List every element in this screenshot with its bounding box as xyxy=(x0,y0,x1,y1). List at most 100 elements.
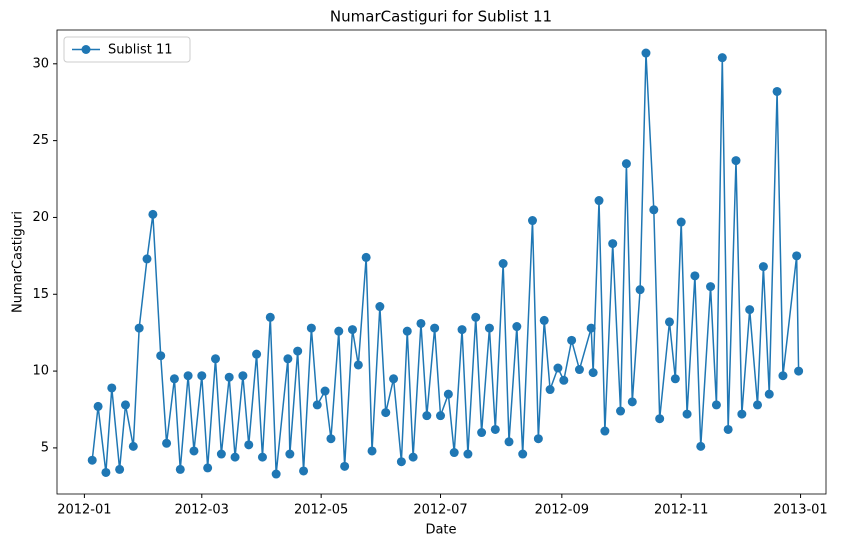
point xyxy=(676,217,686,227)
legend-label: Sublist 11 xyxy=(108,43,173,58)
y-tick-label: 10 xyxy=(32,364,49,379)
point xyxy=(436,411,446,421)
point xyxy=(183,371,193,381)
point xyxy=(162,438,172,448)
point xyxy=(148,209,158,219)
point xyxy=(512,322,522,332)
point xyxy=(518,449,528,459)
point xyxy=(527,216,537,226)
point xyxy=(600,426,610,436)
point xyxy=(306,323,316,333)
y-tick-label: 25 xyxy=(32,133,49,148)
point xyxy=(655,414,665,424)
point xyxy=(361,252,371,262)
point xyxy=(203,463,213,473)
point xyxy=(731,156,741,166)
point xyxy=(723,424,733,434)
point xyxy=(574,365,584,375)
point xyxy=(443,389,453,399)
plot-frame xyxy=(56,29,827,495)
point xyxy=(690,271,700,281)
point xyxy=(285,449,295,459)
point xyxy=(753,400,763,410)
point xyxy=(553,363,563,373)
point xyxy=(422,411,432,421)
legend-box xyxy=(63,36,191,63)
point xyxy=(682,409,692,419)
point xyxy=(142,254,152,264)
point xyxy=(490,424,500,434)
point xyxy=(402,326,412,336)
point xyxy=(381,408,391,418)
point xyxy=(87,455,97,465)
point xyxy=(128,441,138,451)
point xyxy=(367,446,377,456)
point xyxy=(533,434,543,444)
point xyxy=(326,434,336,444)
point xyxy=(559,375,569,385)
point xyxy=(504,437,514,447)
point xyxy=(567,335,577,345)
series-line xyxy=(91,53,800,475)
point xyxy=(175,464,185,474)
x-tick-label: 2012-07 xyxy=(413,503,467,518)
point xyxy=(649,205,659,215)
point xyxy=(616,406,626,416)
point xyxy=(216,449,226,459)
point xyxy=(210,354,220,364)
point xyxy=(539,315,549,325)
point xyxy=(107,383,117,393)
point xyxy=(586,323,596,333)
point xyxy=(299,466,309,476)
point xyxy=(706,282,716,292)
y-tick-label: 20 xyxy=(32,210,49,225)
point xyxy=(792,251,802,261)
x-tick-label: 2013-01 xyxy=(773,503,827,518)
point xyxy=(408,452,418,462)
x-tick-label: 2012-03 xyxy=(175,503,229,518)
point xyxy=(312,400,322,410)
point xyxy=(252,349,262,359)
point xyxy=(764,389,774,399)
point xyxy=(484,323,494,333)
point xyxy=(93,401,103,411)
point xyxy=(621,159,631,169)
point xyxy=(197,371,207,381)
point xyxy=(230,452,240,462)
point xyxy=(635,285,645,295)
point xyxy=(449,448,459,458)
point xyxy=(293,346,303,356)
point xyxy=(717,53,727,63)
point xyxy=(627,397,637,407)
point xyxy=(711,400,721,410)
y-tick-label: 30 xyxy=(32,56,49,71)
point xyxy=(353,360,363,370)
point xyxy=(224,372,234,382)
point xyxy=(375,302,385,312)
point xyxy=(340,461,350,471)
point xyxy=(794,366,804,376)
y-tick-label: 15 xyxy=(32,287,49,302)
x-tick-label: 2012-01 xyxy=(57,503,111,518)
point xyxy=(471,312,481,322)
point xyxy=(257,452,267,462)
point xyxy=(347,325,357,335)
point xyxy=(134,323,144,333)
point xyxy=(334,326,344,336)
point xyxy=(389,374,399,384)
point xyxy=(463,449,473,459)
point xyxy=(320,386,330,396)
point xyxy=(477,428,487,438)
point xyxy=(101,467,111,477)
point xyxy=(545,385,555,395)
point xyxy=(641,48,651,58)
point xyxy=(588,368,598,378)
point xyxy=(416,318,426,328)
x-axis-label: Date xyxy=(425,523,456,538)
chart-title: NumarCastiguri for Sublist 11 xyxy=(330,8,552,26)
point xyxy=(737,409,747,419)
point xyxy=(283,354,293,364)
point xyxy=(594,196,604,206)
legend-marker xyxy=(81,45,91,54)
